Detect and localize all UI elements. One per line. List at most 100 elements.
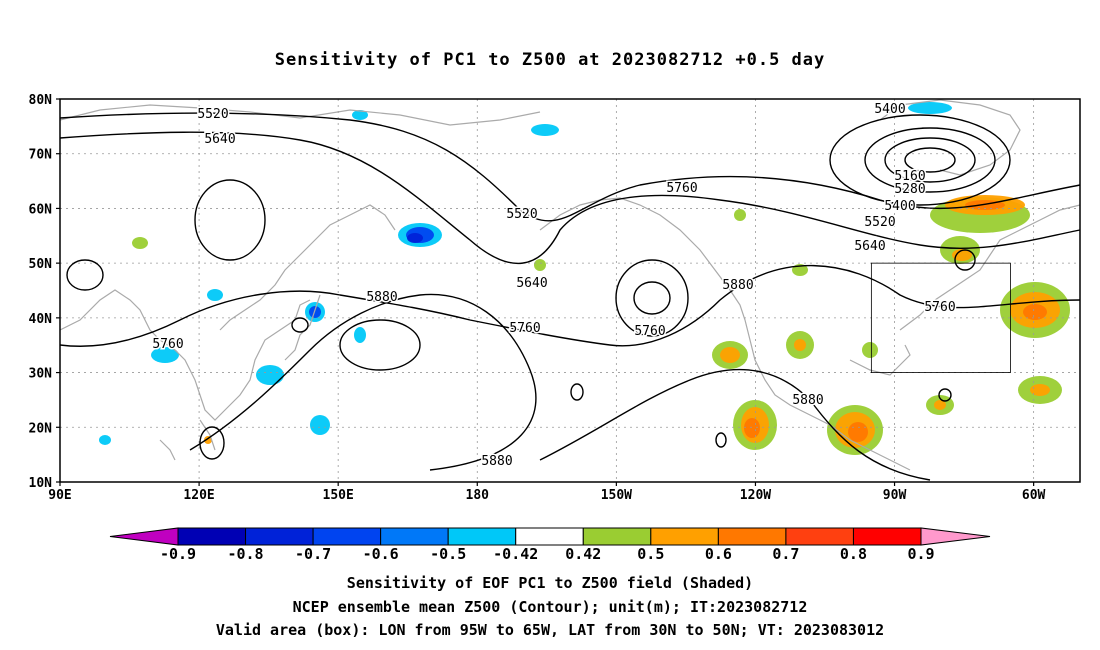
- map-title: Sensitivity of PC1 to Z500 at 2023082712…: [274, 50, 826, 70]
- colorbar-label: -0.5: [430, 545, 466, 563]
- sensitivity-patch: [862, 342, 878, 358]
- small-ring-6: [954, 249, 976, 271]
- low-center-ring-1: [904, 147, 956, 173]
- colorbar-box: [717, 527, 787, 546]
- sensitivity-patch: [534, 259, 546, 271]
- colorbar-box: [852, 527, 922, 546]
- sensitivity-patch: [352, 110, 368, 120]
- sensitivity-patch: [1023, 304, 1047, 320]
- small-ring-3: [570, 383, 584, 401]
- small-ring-1: [291, 317, 309, 333]
- low-center-ring-3: [864, 127, 996, 193]
- map-frame: [59, 98, 1081, 483]
- colorbar-max-arrow: [920, 527, 991, 546]
- coast-gulf: [849, 344, 911, 376]
- sensitivity-patch: [256, 365, 284, 385]
- contour-label: 5280: [894, 182, 925, 197]
- contour-5640: [59, 131, 1081, 264]
- lat-label: 50N: [29, 257, 53, 272]
- lat-label: 70N: [29, 148, 53, 163]
- contour-label: 5760: [924, 300, 955, 315]
- low-center-ring-4: [829, 114, 1011, 206]
- contour-label: 5520: [864, 215, 895, 230]
- small-ring-5: [938, 388, 952, 402]
- sensitivity-patch: [908, 102, 952, 114]
- lon-label: 60W: [1022, 488, 1046, 503]
- colorbar-box: [515, 527, 584, 546]
- sensitivity-patch: [310, 415, 330, 435]
- sensitivity-patch: [151, 347, 179, 363]
- coastlines: [59, 99, 1081, 471]
- colorbar-label: -0.42: [493, 545, 538, 563]
- coast-na-east: [899, 204, 1081, 331]
- colorbar-min-arrow: [109, 527, 179, 546]
- colorbar-label: -0.8: [227, 545, 263, 563]
- coast-islands: [159, 419, 216, 461]
- coast-greenland: [879, 99, 1021, 176]
- colorbar-label: -0.7: [295, 545, 331, 563]
- contour-label-layer: 5400552056405160528054005520564057605520…: [151, 101, 957, 471]
- contour-label: 5760: [509, 321, 540, 336]
- colorbar-label: 0.42: [565, 545, 601, 563]
- sensitivity-patch: [132, 237, 148, 249]
- colorbar-boxes: [109, 527, 991, 546]
- footer-line-2: NCEP ensemble mean Z500 (Contour); unit(…: [292, 598, 808, 616]
- z500-contours: [59, 112, 1081, 481]
- high-ring-2: [615, 259, 689, 337]
- lat-label: 40N: [29, 312, 53, 327]
- colorbar-label: 0.9: [907, 545, 934, 563]
- valid-area-box: [870, 262, 1011, 373]
- contour-5520: [59, 112, 1081, 222]
- contour-label: 5520: [197, 107, 228, 122]
- lon-label: 120E: [183, 488, 214, 503]
- sensitivity-patch: [207, 289, 223, 301]
- sensitivity-patch: [531, 124, 559, 136]
- contour-label: 5640: [854, 239, 885, 254]
- contour-label: 5880: [481, 454, 512, 469]
- colorbar-labels: -0.9 -0.8 -0.7 -0.6 -0.5 -0.42 0.42 0.5 0.6 0.7 0.…: [160, 545, 935, 563]
- low-center-ring-2: [884, 137, 976, 183]
- contour-5880: [189, 293, 931, 481]
- lat-label: 30N: [29, 367, 53, 382]
- sensitivity-patch: [794, 339, 806, 351]
- sensitivity-patch: [744, 418, 760, 438]
- sensitivity-patch: [309, 306, 321, 318]
- sensitivity-patch: [734, 209, 746, 221]
- sensitivity-patch: [720, 347, 740, 363]
- colorbar-label: 0.5: [637, 545, 664, 563]
- sensitivity-patch: [204, 436, 212, 444]
- axis-ticks: [56, 98, 1035, 486]
- contour-label: 5640: [516, 276, 547, 291]
- coast-na-west: [729, 289, 831, 426]
- colorbar-box: [650, 527, 719, 546]
- colorbar-box: [380, 527, 449, 546]
- footer-line-1: Sensitivity of EOF PC1 to Z500 field (Sh…: [346, 574, 754, 592]
- contour-5760: [59, 264, 1081, 347]
- lat-label: 80N: [29, 93, 53, 108]
- contour-label: 5880: [366, 290, 397, 305]
- lon-label: 90W: [883, 488, 907, 503]
- contour-label: 5880: [792, 393, 823, 408]
- coast-asia: [59, 289, 311, 421]
- high-ring-1: [633, 281, 671, 315]
- lat-label: 60N: [29, 202, 53, 217]
- contour-label: 5640: [204, 132, 235, 147]
- sensitivity-shading: [99, 102, 1070, 455]
- contour-label: 5880: [722, 278, 753, 293]
- sensitivity-patch: [952, 249, 972, 261]
- small-ring-4: [715, 432, 727, 448]
- contour-label: 5400: [874, 102, 905, 117]
- sensitivity-patch: [354, 327, 366, 343]
- colorbar-label: 0.7: [772, 545, 799, 563]
- contour-label: 5160: [894, 169, 925, 184]
- colorbar-label: -0.6: [363, 545, 399, 563]
- sensitivity-patch: [1030, 384, 1050, 396]
- contour-label: 5760: [634, 324, 665, 339]
- coast-east-asia: [219, 204, 396, 331]
- colorbar-box: [785, 527, 854, 546]
- contour-label: 5760: [666, 181, 697, 196]
- contour-label: 5760: [152, 337, 183, 352]
- colorbar-box: [312, 527, 382, 546]
